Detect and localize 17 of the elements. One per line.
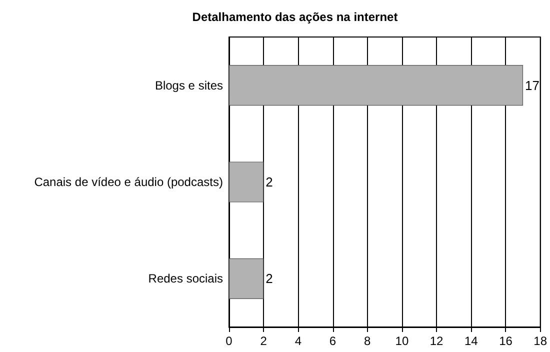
x-tick-label: 0: [226, 334, 233, 348]
data-label: 17: [525, 78, 540, 93]
data-label: 2: [266, 271, 273, 286]
x-tick-label: 14: [464, 334, 478, 348]
x-tick-label: 2: [260, 334, 268, 348]
x-tick-label: 10: [395, 334, 409, 348]
x-tick-label: 8: [364, 334, 372, 348]
x-tick-label: 18: [534, 334, 548, 348]
y-tick-label: Redes sociais: [148, 272, 223, 286]
data-label: 2: [266, 174, 273, 190]
chart-title: Detalhamento das ações na internet: [192, 10, 398, 24]
x-tick-label: 16: [499, 334, 513, 348]
y-tick-label: Canais de vídeo e áudio (podcasts): [34, 175, 223, 189]
x-tick-label: 4: [294, 334, 302, 348]
y-tick-label: Blogs e sites: [154, 78, 223, 92]
x-tick-label: 12: [430, 334, 444, 348]
x-tick-label: 6: [329, 334, 336, 348]
